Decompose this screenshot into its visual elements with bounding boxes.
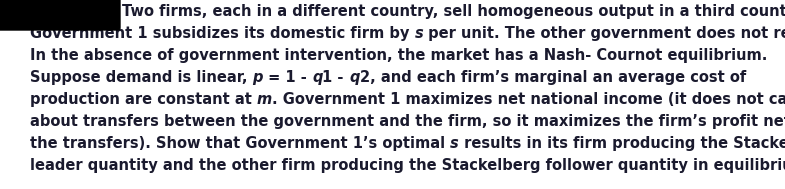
- Text: 1 -: 1 -: [323, 70, 349, 85]
- Text: 2, and each firm’s marginal an average cost of: 2, and each firm’s marginal an average c…: [360, 70, 746, 85]
- Text: leader quantity and the other firm producing the Stackelberg follower quantity i: leader quantity and the other firm produ…: [30, 158, 785, 173]
- Text: s: s: [414, 26, 423, 41]
- Text: production are constant at: production are constant at: [30, 92, 257, 107]
- Text: m: m: [257, 92, 272, 107]
- Text: the transfers). Show that Government 1’s optimal: the transfers). Show that Government 1’s…: [30, 136, 451, 151]
- FancyBboxPatch shape: [0, 0, 120, 30]
- Text: results in its firm producing the Stackelberg: results in its firm producing the Stacke…: [459, 136, 785, 151]
- Text: p: p: [253, 70, 263, 85]
- Text: q: q: [349, 70, 360, 85]
- Text: Government 1 subsidizes its domestic firm by: Government 1 subsidizes its domestic fir…: [30, 26, 414, 41]
- Text: = 1 -: = 1 -: [263, 70, 312, 85]
- Text: Two firms, each in a different country, sell homogeneous output in a third count: Two firms, each in a different country, …: [122, 4, 785, 19]
- Text: q: q: [312, 70, 323, 85]
- Text: In the absence of government intervention, the market has a Nash- Cournot equili: In the absence of government interventio…: [30, 48, 768, 63]
- Text: per unit. The other government does not react.: per unit. The other government does not …: [423, 26, 785, 41]
- Text: about transfers between the government and the firm, so it maximizes the firm’s : about transfers between the government a…: [30, 114, 785, 129]
- Text: Suppose demand is linear,: Suppose demand is linear,: [30, 70, 253, 85]
- Text: s: s: [451, 136, 459, 151]
- Text: . Government 1 maximizes net national income (it does not care: . Government 1 maximizes net national in…: [272, 92, 785, 107]
